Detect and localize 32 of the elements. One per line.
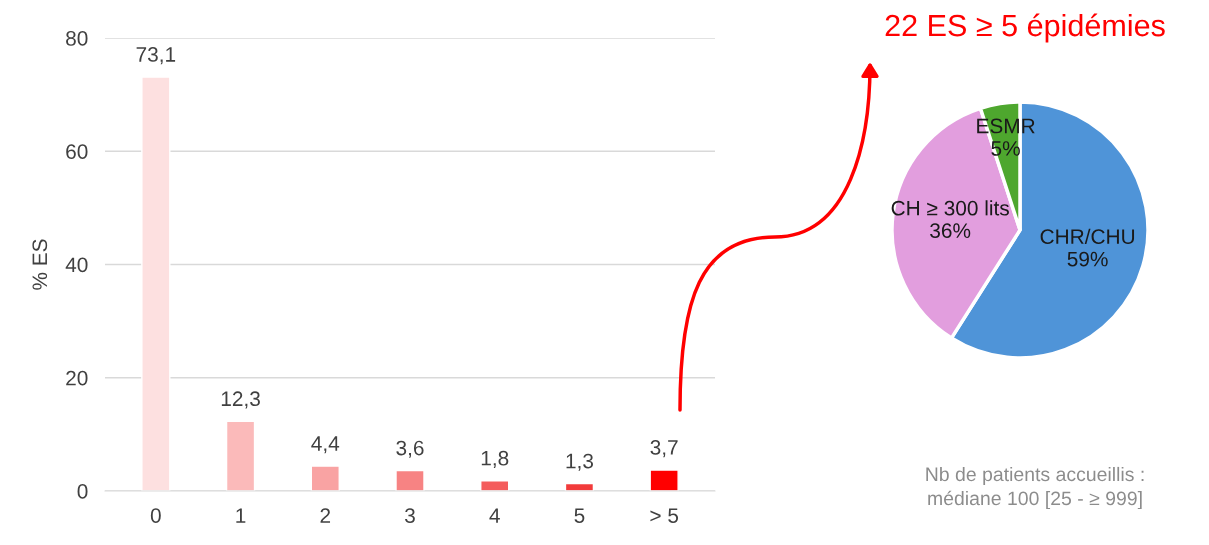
x-tick-label: 1 — [236, 508, 246, 523]
x-tick-label: 5 — [574, 508, 585, 523]
x-tick-label: 2 — [320, 508, 331, 523]
bar — [141, 76, 171, 491]
x-tick-label: > 5 — [650, 508, 679, 523]
y-axis-title: % ES — [32, 239, 48, 290]
data-label: 3,6 — [396, 440, 424, 458]
y-tick-label: 20 — [66, 370, 88, 386]
chart-title: 22 ES ≥ 5 épidémies — [885, 13, 1165, 43]
y-tick-label: 60 — [66, 144, 88, 159]
bar — [649, 469, 679, 491]
bar — [225, 420, 256, 491]
data-label: 59% — [1067, 251, 1108, 267]
text: Nb de patients accueillis : médiane 100 [25 - ≥ 999] — [926, 466, 1144, 510]
data-label: 36% — [930, 223, 971, 238]
data-label: 4,4 — [311, 436, 340, 454]
y-tick-label: 40 — [65, 257, 88, 273]
x-tick-label: 0 — [150, 508, 161, 523]
bar — [395, 469, 425, 491]
slice-label: CH ≥ 300 lits — [891, 200, 1009, 216]
data-label: 12,3 — [221, 391, 260, 409]
y-tick-label: 0 — [77, 484, 88, 499]
data-label: 3,7 — [650, 440, 678, 458]
x-tick-label: 3 — [405, 508, 415, 523]
data-label: 1,8 — [481, 450, 509, 469]
y-tick-label: 80 — [66, 31, 88, 46]
bar — [480, 480, 510, 491]
slice-label: CHR/CHU — [1040, 228, 1135, 245]
bar — [310, 465, 340, 491]
data-label: 1,3 — [566, 453, 594, 471]
data-label: 73,1 — [136, 47, 176, 65]
x-tick-label: 4 — [489, 508, 500, 523]
